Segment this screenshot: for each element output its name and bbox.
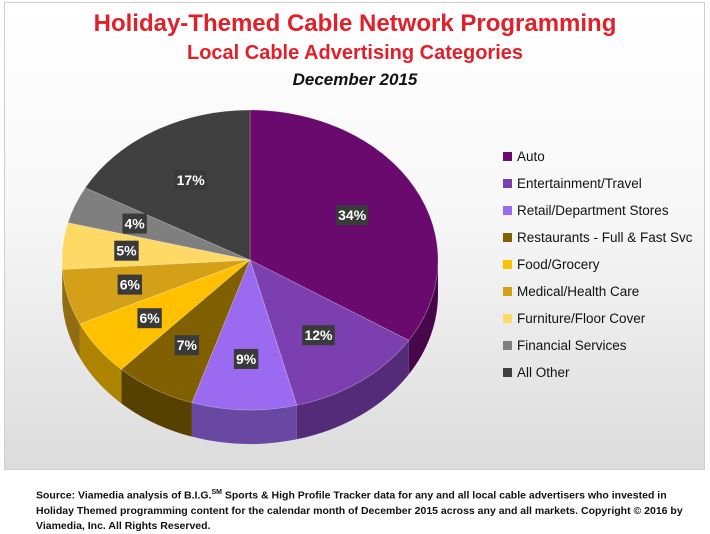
data-label-text: 9% [236,351,257,367]
legend-swatch [503,260,512,269]
legend-label: Medical/Health Care [517,284,639,299]
data-label-text: 5% [116,243,137,259]
legend-swatch [503,314,512,323]
legend-label: Auto [517,149,545,164]
legend-label: Restaurants - Full & Fast Svc [517,230,693,245]
legend-item-entertainment-travel: Entertainment/Travel [503,170,693,197]
data-label-text: 17% [177,172,206,188]
legend-swatch [503,287,512,296]
data-label-all-other: 17% [174,170,207,190]
source-note: Source: Viamedia analysis of B.I.G.SM Sp… [36,485,686,534]
legend-label: Food/Grocery [517,257,600,272]
data-label-text: 7% [177,337,198,353]
data-label-furniture-floor-cover: 5% [114,241,138,261]
data-label-text: 4% [125,216,146,232]
legend-swatch [503,341,512,350]
source-sup: SM [211,489,222,496]
data-label-text: 12% [304,327,333,343]
legend-item-medical-health-care: Medical/Health Care [503,278,693,305]
data-label-entertainment-travel: 12% [302,325,335,345]
data-label-financial-services: 4% [122,214,146,234]
chart-legend: Auto Entertainment/Travel Retail/Departmen… [503,143,693,386]
legend-label: Entertainment/Travel [517,176,642,191]
data-label-auto: 34% [336,205,369,225]
legend-item-all-other: All Other [503,359,693,386]
legend-label: Retail/Department Stores [517,203,669,218]
legend-item-retail-department-stores: Retail/Department Stores [503,197,693,224]
data-label-food-grocery: 6% [137,308,161,328]
legend-item-financial-services: Financial Services [503,332,693,359]
legend-label: Furniture/Floor Cover [517,311,645,326]
data-label-restaurants-full-fast-svc: 7% [175,335,199,355]
data-label-retail-department-stores: 9% [234,349,258,369]
legend-swatch [503,179,512,188]
data-label-medical-health-care: 6% [118,275,142,295]
legend-swatch [503,152,512,161]
legend-swatch [503,368,512,377]
legend-label: All Other [517,365,570,380]
data-label-text: 34% [338,207,367,223]
legend-item-restaurants-full-fast-svc: Restaurants - Full & Fast Svc [503,224,693,251]
legend-swatch [503,233,512,242]
data-label-text: 6% [139,310,160,326]
legend-label: Financial Services [517,338,627,353]
legend-swatch [503,206,512,215]
source-prefix: Source: Viamedia analysis of B.I.G. [36,490,211,502]
legend-item-auto: Auto [503,143,693,170]
legend-item-furniture-floor-cover: Furniture/Floor Cover [503,305,693,332]
data-label-text: 6% [120,277,141,293]
legend-item-food-grocery: Food/Grocery [503,251,693,278]
